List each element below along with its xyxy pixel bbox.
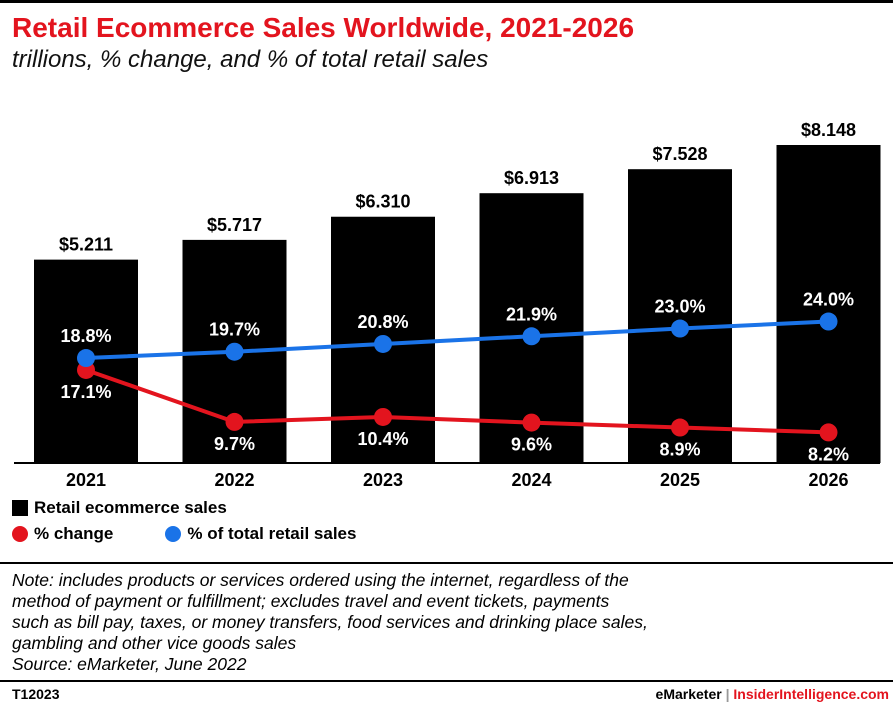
pct-total-point: [77, 349, 95, 368]
pct-change-label: 17.1%: [60, 382, 111, 402]
pct-total-label: 19.7%: [209, 320, 260, 340]
line-pct-total: [85, 319, 829, 361]
source-note: Note: includes products or services orde…: [12, 570, 648, 674]
pct-total-point: [225, 342, 244, 361]
legend-row-2: % change % of total retail sales: [12, 524, 356, 544]
pct-change-label: 9.6%: [511, 435, 552, 455]
legend-item-pct-total: % of total retail sales: [165, 524, 356, 544]
combo-chart: $5.211 $5.717 $6.310 $6.913 $7.528 $8.148 2021…: [14, 120, 881, 490]
bar-value-label: $5.717: [207, 215, 262, 235]
pct-total-point: [374, 334, 392, 353]
footer-rule-top: [0, 562, 893, 564]
footer-rule-bottom: [0, 680, 893, 682]
pct-change-point: [225, 412, 244, 431]
x-tick-label: 2025: [660, 470, 700, 490]
pct-change-point: [819, 423, 838, 442]
bar-2025: [628, 169, 732, 463]
pct-change-label: 9.7%: [214, 434, 255, 454]
legend-swatch-pct-change: [12, 526, 28, 542]
pct-change-label: 8.2%: [808, 444, 849, 464]
bar-2026: [776, 145, 881, 463]
pct-total-label: 21.9%: [506, 304, 557, 324]
legend-label-ecommerce-sales: Retail ecommerce sales: [34, 498, 227, 517]
pct-change-point: [522, 413, 541, 432]
top-rule: [0, 0, 893, 3]
pct-change-point: [374, 407, 392, 426]
brand-emarketer: eMarketer: [655, 686, 722, 702]
pct-change-label: 10.4%: [357, 429, 408, 449]
legend-swatch-pct-total: [165, 526, 182, 542]
pct-total-point: [819, 312, 838, 331]
legend-label-pct-change: % change: [34, 524, 114, 543]
pct-total-point: [522, 327, 541, 346]
pct-total-label: 23.0%: [654, 297, 705, 317]
brand-credit: eMarketer | InsiderIntelligence.com: [656, 686, 889, 702]
x-tick-label: 2024: [511, 470, 551, 490]
pct-total-label: 20.8%: [357, 312, 408, 332]
bar-value-label: $6.310: [355, 192, 410, 212]
legend-item-pct-change: % change: [12, 524, 113, 544]
pct-total-label: 18.8%: [60, 326, 111, 346]
brand-insider: InsiderIntelligence.com: [733, 686, 889, 702]
x-tick-label: 2026: [808, 470, 848, 490]
chart-code: T12023: [12, 686, 60, 702]
x-tick-label: 2023: [363, 470, 403, 490]
legend-row-1: Retail ecommerce sales: [12, 498, 227, 518]
chart-title: Retail Ecommerce Sales Worldwide, 2021-2…: [12, 12, 635, 43]
pct-change-point: [671, 418, 689, 437]
legend-swatch-ecommerce-sales: [12, 500, 28, 516]
pct-change-label: 8.9%: [659, 440, 700, 460]
bar-value-label: $6.913: [504, 168, 559, 188]
line-pct-change: [85, 368, 829, 435]
brand-separator: |: [721, 686, 734, 702]
legend-item-ecommerce-sales: Retail ecommerce sales: [12, 498, 227, 518]
x-tick-label: 2021: [66, 470, 106, 490]
x-tick-label: 2022: [214, 470, 254, 490]
legend-label-pct-total: % of total retail sales: [187, 524, 357, 543]
bar-value-label: $5.211: [59, 235, 113, 255]
pct-total-point: [671, 319, 689, 338]
chart-subtitle: trillions, % change, and % of total reta…: [12, 46, 489, 73]
bar-value-label: $7.528: [652, 144, 707, 164]
pct-total-label: 24.0%: [803, 290, 854, 310]
bar-value-label: $8.148: [801, 120, 856, 140]
